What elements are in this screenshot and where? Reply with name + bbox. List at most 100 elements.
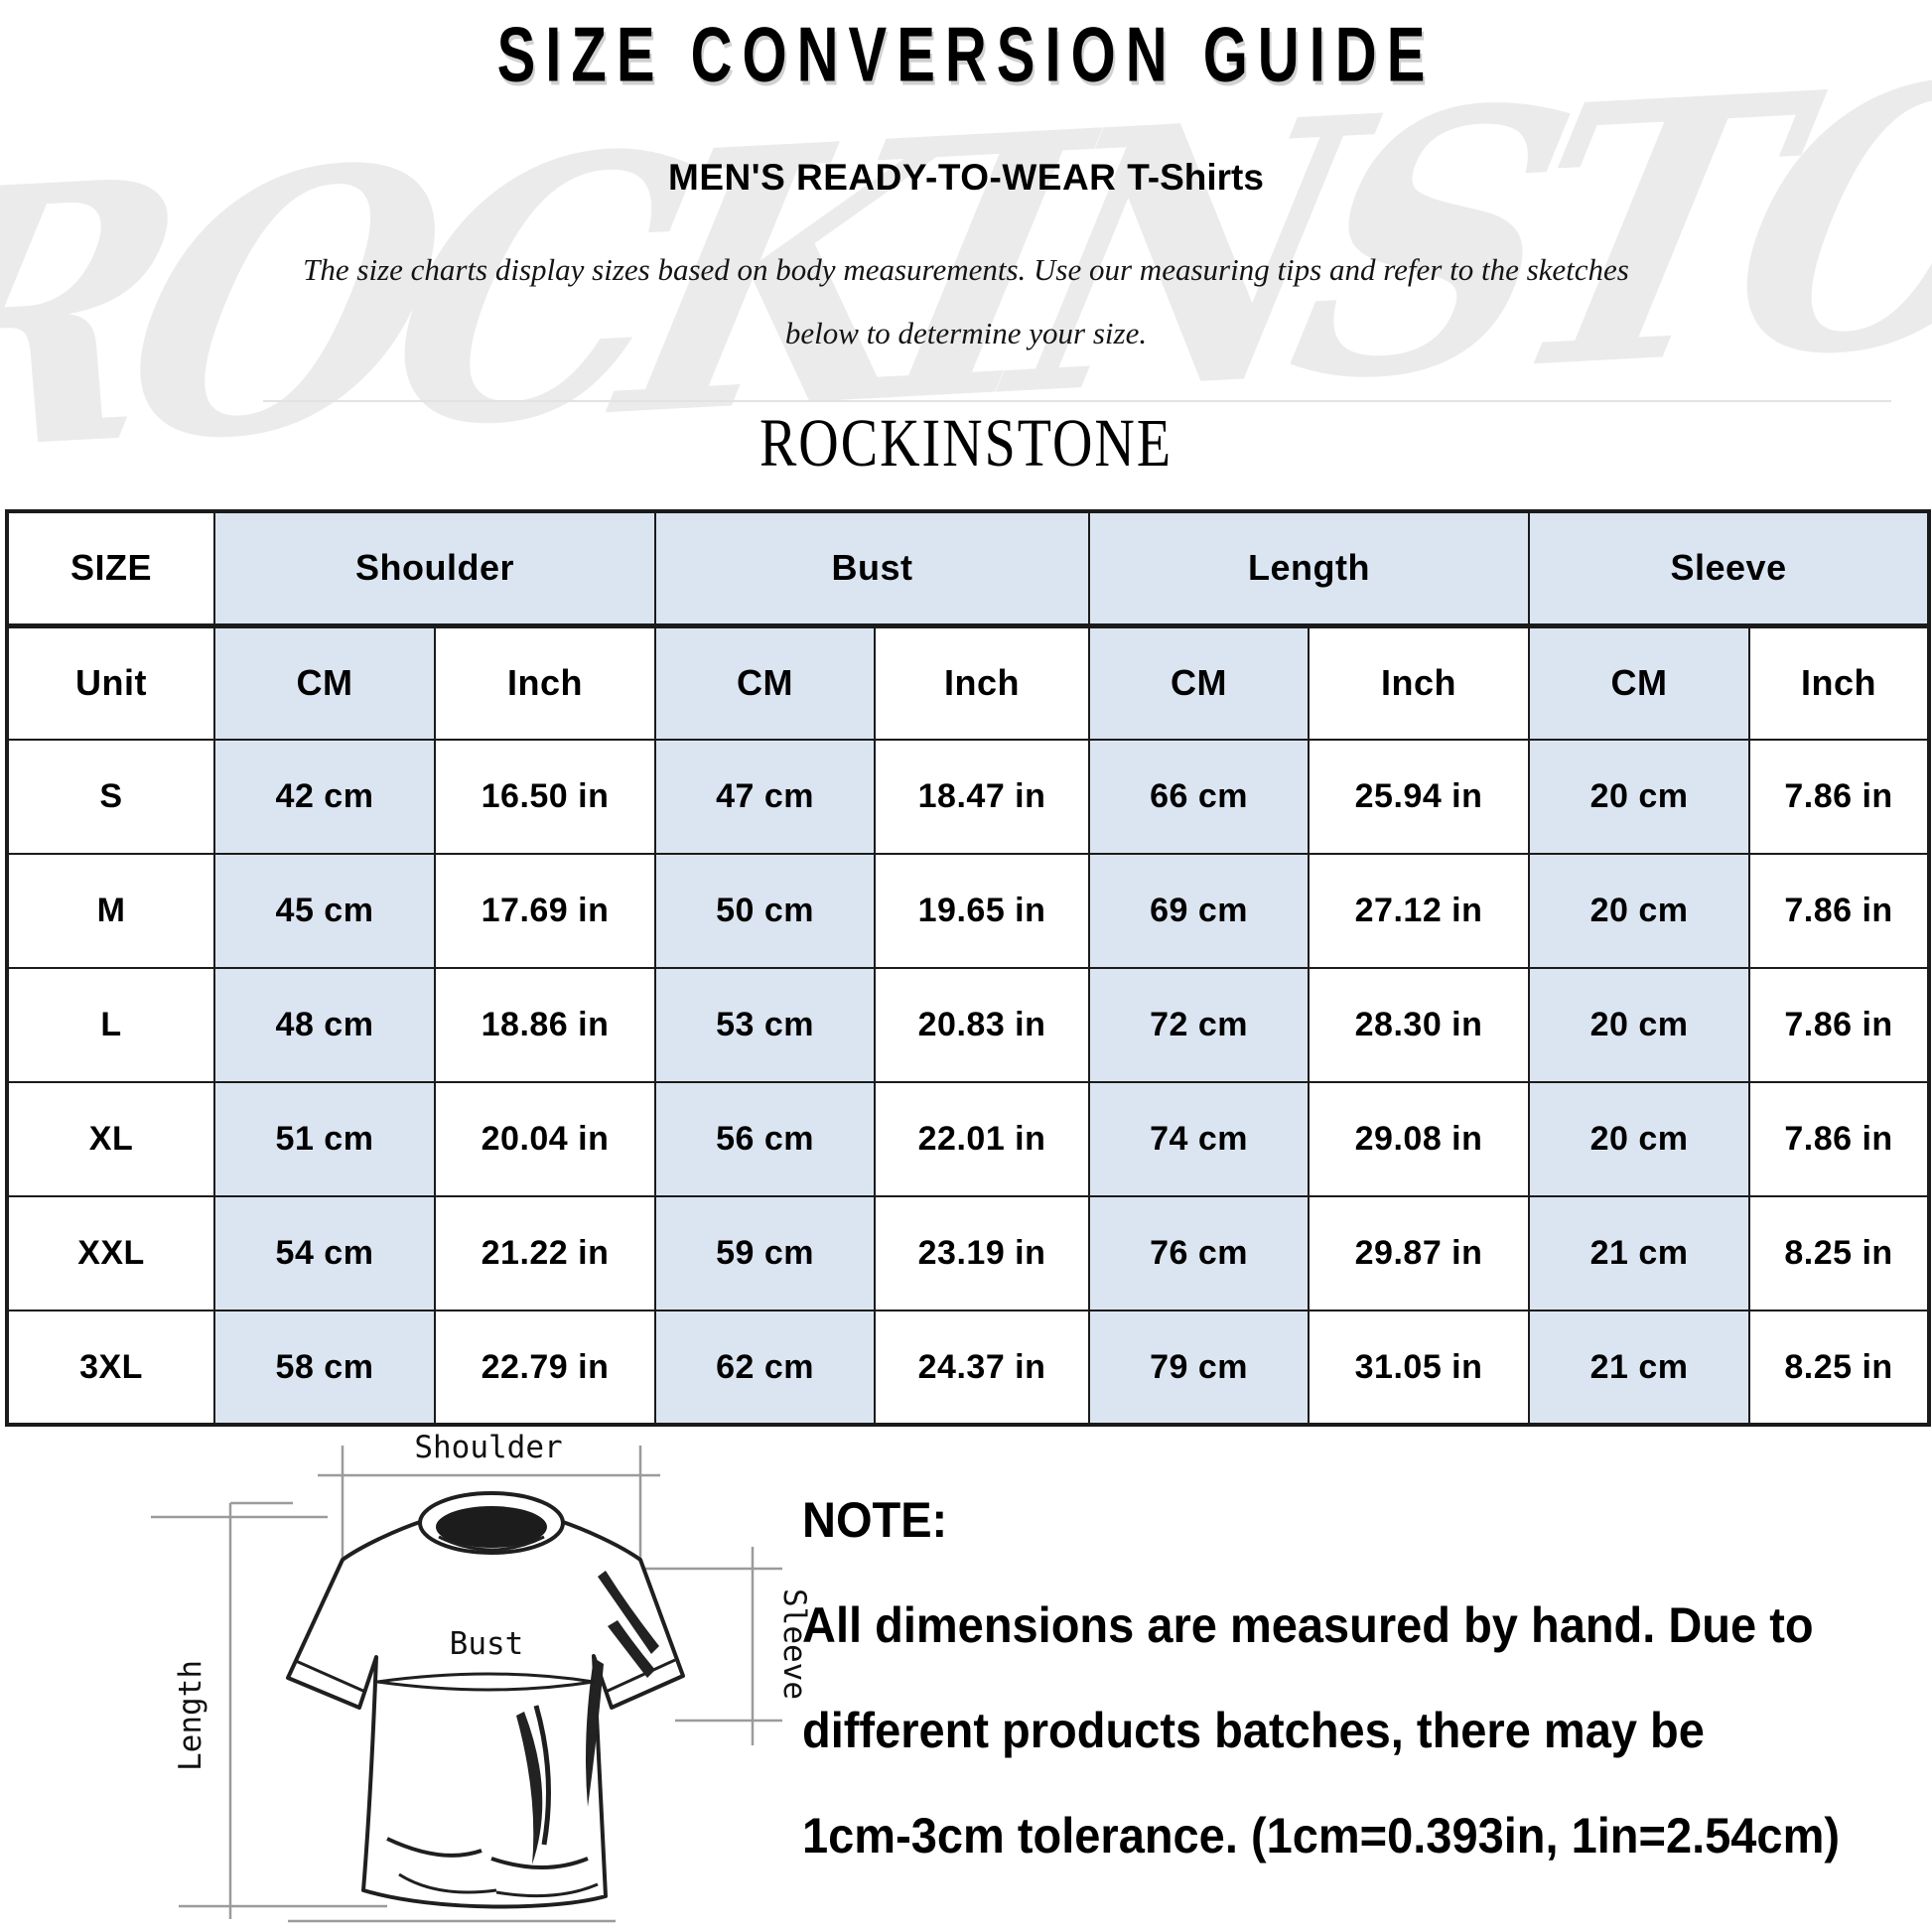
left-sleeve-hem — [295, 1659, 366, 1694]
table-row-m: M 45 cm 17.69 in 50 cm 19.65 in 69 cm 27… — [6, 853, 1931, 969]
table-cell: 18.86 in — [433, 967, 657, 1083]
table-cell: 28.30 in — [1308, 967, 1531, 1083]
unit-cm-shoulder: CM — [213, 624, 436, 741]
table-cell: 7.86 in — [1748, 1081, 1931, 1197]
diagram-bust-label: Bust — [450, 1626, 524, 1662]
table-cell: 50 cm — [654, 853, 877, 969]
table-cell: 62 cm — [654, 1310, 877, 1426]
group-header-length: Length — [1088, 510, 1531, 628]
unit-cm-length: CM — [1088, 624, 1311, 741]
size-cell: XXL — [6, 1195, 215, 1311]
unit-inch-bust: Inch — [874, 624, 1091, 741]
table-cell: 22.01 in — [874, 1081, 1091, 1197]
table-cell: 8.25 in — [1748, 1310, 1931, 1426]
note-block: NOTE: All dimensions are measured by han… — [802, 1467, 1855, 1888]
table-cell: 54 cm — [213, 1195, 436, 1311]
unit-inch-sleeve: Inch — [1748, 624, 1931, 741]
table-cell: 29.08 in — [1308, 1081, 1531, 1197]
table-cell: 20.04 in — [433, 1081, 657, 1197]
collar-neck-opening — [436, 1506, 547, 1548]
table-cell: 7.86 in — [1748, 967, 1931, 1083]
size-cell: 3XL — [6, 1310, 215, 1426]
table-cell: 42 cm — [213, 739, 436, 855]
table-cell: 74 cm — [1088, 1081, 1311, 1197]
table-cell: 16.50 in — [433, 739, 657, 855]
group-header-bust: Bust — [654, 510, 1091, 628]
table-cell: 48 cm — [213, 967, 436, 1083]
collar-band-line — [438, 1535, 545, 1552]
unit-cm-bust: CM — [654, 624, 877, 741]
table-cell: 20 cm — [1528, 967, 1751, 1083]
tshirt-outline — [286, 1519, 685, 1909]
table-unit-row: Unit CM Inch CM Inch CM Inch CM Inch — [6, 624, 1931, 741]
table-cell: 20 cm — [1528, 853, 1751, 969]
diagram-shoulder-label: Shoulder — [414, 1430, 562, 1465]
subtitle-main: MEN'S READY-TO-WEAR — [668, 157, 1117, 198]
table-cell: 69 cm — [1088, 853, 1311, 969]
divider-line — [263, 400, 1891, 402]
bust-measure-line — [376, 1672, 595, 1692]
note-line-3: 1cm-3cm tolerance. (1cm=0.393in, 1in=2.5… — [802, 1807, 1841, 1863]
table-cell: 72 cm — [1088, 967, 1311, 1083]
table-cell: 79 cm — [1088, 1310, 1311, 1426]
sleeve-shading — [586, 1571, 659, 1807]
brand-name: ROCKINSTONE — [759, 406, 1173, 482]
size-cell: L — [6, 967, 215, 1083]
table-cell: 21 cm — [1528, 1310, 1751, 1426]
table-cell: 66 cm — [1088, 739, 1311, 855]
table-cell: 7.86 in — [1748, 853, 1931, 969]
size-conversion-table: SIZE Shoulder Bust Length Sleeve Unit CM… — [5, 509, 1932, 1427]
table-cell: 24.37 in — [874, 1310, 1091, 1426]
table-row-l: L 48 cm 18.86 in 53 cm 20.83 in 72 cm 28… — [6, 967, 1931, 1083]
table-cell: 7.86 in — [1748, 739, 1931, 855]
table-row-xxl: XXL 54 cm 21.22 in 59 cm 23.19 in 76 cm … — [6, 1195, 1931, 1311]
fabric-folds — [386, 1705, 599, 1898]
page-subtitle: MEN'S READY-TO-WEAR T-Shirts — [0, 157, 1932, 199]
group-header-sleeve: Sleeve — [1528, 510, 1931, 628]
note-heading: NOTE: — [802, 1491, 948, 1548]
table-cell: 56 cm — [654, 1081, 877, 1197]
table-cell: 31.05 in — [1308, 1310, 1531, 1426]
table-cell: 25.94 in — [1308, 739, 1531, 855]
table-cell: 58 cm — [213, 1310, 436, 1426]
table-cell: 27.12 in — [1308, 853, 1531, 969]
table-cell: 45 cm — [213, 853, 436, 969]
description-text: The size charts display sizes based on b… — [0, 238, 1932, 365]
description-line-1: The size charts display sizes based on b… — [303, 252, 1629, 287]
subtitle-product-type: T-Shirts — [1127, 157, 1264, 198]
table-cell: 76 cm — [1088, 1195, 1311, 1311]
table-cell: 23.19 in — [874, 1195, 1091, 1311]
size-column-header: SIZE — [6, 510, 215, 628]
table-cell: 20.83 in — [874, 967, 1091, 1083]
description-line-2: below to determine your size. — [784, 316, 1148, 350]
table-cell: 18.47 in — [874, 739, 1091, 855]
group-header-shoulder: Shoulder — [212, 510, 657, 628]
table-cell: 47 cm — [654, 739, 877, 855]
table-cell: 29.87 in — [1308, 1195, 1531, 1311]
table-cell: 20 cm — [1528, 1081, 1751, 1197]
note-line-2: different products batches, there may be — [802, 1702, 1705, 1758]
table-row-3xl: 3XL 58 cm 22.79 in 62 cm 24.37 in 79 cm … — [6, 1310, 1931, 1426]
diagram-length-label: Length — [173, 1660, 208, 1771]
unit-inch-shoulder: Inch — [433, 624, 657, 741]
table-header-row: SIZE Shoulder Bust Length Sleeve — [6, 510, 1931, 628]
table-row-xl: XL 51 cm 20.04 in 56 cm 22.01 in 74 cm 2… — [6, 1081, 1931, 1197]
table-cell: 20 cm — [1528, 739, 1751, 855]
diagram-sleeve-label: Sleeve — [776, 1588, 812, 1700]
page-title: SIZE CONVERSION GUIDE — [496, 11, 1436, 99]
unit-label: Unit — [6, 624, 215, 741]
table-row-s: S 42 cm 16.50 in 47 cm 18.47 in 66 cm 25… — [6, 739, 1931, 855]
table-cell: 21.22 in — [433, 1195, 657, 1311]
table-cell: 17.69 in — [433, 853, 657, 969]
size-cell: XL — [6, 1081, 215, 1197]
table-cell: 53 cm — [654, 967, 877, 1083]
table-cell: 19.65 in — [874, 853, 1091, 969]
right-sleeve-hem — [605, 1658, 676, 1694]
size-cell: S — [6, 739, 215, 855]
table-cell: 21 cm — [1528, 1195, 1751, 1311]
unit-cm-sleeve: CM — [1528, 624, 1751, 741]
table-cell: 59 cm — [654, 1195, 877, 1311]
tshirt-measurement-diagram: Shoulder Bust Length Sleeve — [151, 1430, 812, 1923]
note-line-1: All dimensions are measured by hand. Due… — [802, 1596, 1814, 1653]
